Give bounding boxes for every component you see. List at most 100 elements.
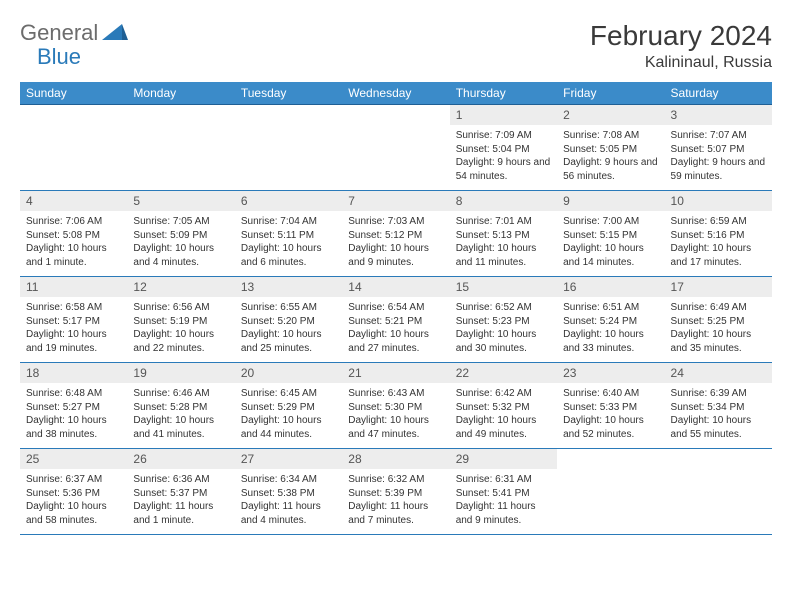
day-details: Sunrise: 6:43 AMSunset: 5:30 PMDaylight:…	[342, 383, 449, 443]
day-number: 2	[557, 105, 664, 125]
calendar-day-cell: 23Sunrise: 6:40 AMSunset: 5:33 PMDayligh…	[557, 363, 664, 449]
day-details: Sunrise: 7:00 AMSunset: 5:15 PMDaylight:…	[557, 211, 664, 271]
calendar-day-cell: 13Sunrise: 6:55 AMSunset: 5:20 PMDayligh…	[235, 277, 342, 363]
brand-logo: General	[20, 20, 130, 46]
day-number: 3	[665, 105, 772, 125]
day-number: 8	[450, 191, 557, 211]
calendar-day-cell: 6Sunrise: 7:04 AMSunset: 5:11 PMDaylight…	[235, 191, 342, 277]
day-details: Sunrise: 6:39 AMSunset: 5:34 PMDaylight:…	[665, 383, 772, 443]
day-number: 21	[342, 363, 449, 383]
calendar-week-row: 1Sunrise: 7:09 AMSunset: 5:04 PMDaylight…	[20, 105, 772, 191]
location-label: Kalininaul, Russia	[590, 54, 772, 72]
calendar-day-cell: 3Sunrise: 7:07 AMSunset: 5:07 PMDaylight…	[665, 105, 772, 191]
calendar-day-cell: 15Sunrise: 6:52 AMSunset: 5:23 PMDayligh…	[450, 277, 557, 363]
day-header: Sunday	[20, 82, 127, 105]
day-details: Sunrise: 6:37 AMSunset: 5:36 PMDaylight:…	[20, 469, 127, 529]
day-number: 25	[20, 449, 127, 469]
day-header: Tuesday	[235, 82, 342, 105]
day-number: 14	[342, 277, 449, 297]
calendar-day-cell: 14Sunrise: 6:54 AMSunset: 5:21 PMDayligh…	[342, 277, 449, 363]
day-number: 6	[235, 191, 342, 211]
calendar-day-cell: 27Sunrise: 6:34 AMSunset: 5:38 PMDayligh…	[235, 449, 342, 535]
calendar-day-cell: 29Sunrise: 6:31 AMSunset: 5:41 PMDayligh…	[450, 449, 557, 535]
day-details: Sunrise: 6:49 AMSunset: 5:25 PMDaylight:…	[665, 297, 772, 357]
calendar-day-cell	[557, 449, 664, 535]
day-number: 19	[127, 363, 234, 383]
day-header: Monday	[127, 82, 234, 105]
calendar-day-cell: 4Sunrise: 7:06 AMSunset: 5:08 PMDaylight…	[20, 191, 127, 277]
day-number: 15	[450, 277, 557, 297]
day-header: Thursday	[450, 82, 557, 105]
calendar-day-cell: 26Sunrise: 6:36 AMSunset: 5:37 PMDayligh…	[127, 449, 234, 535]
calendar-day-cell: 16Sunrise: 6:51 AMSunset: 5:24 PMDayligh…	[557, 277, 664, 363]
day-details: Sunrise: 7:06 AMSunset: 5:08 PMDaylight:…	[20, 211, 127, 271]
day-number: 9	[557, 191, 664, 211]
day-details: Sunrise: 6:34 AMSunset: 5:38 PMDaylight:…	[235, 469, 342, 529]
calendar-day-cell: 24Sunrise: 6:39 AMSunset: 5:34 PMDayligh…	[665, 363, 772, 449]
header: General February 2024 Kalininaul, Russia	[20, 20, 772, 72]
calendar-week-row: 11Sunrise: 6:58 AMSunset: 5:17 PMDayligh…	[20, 277, 772, 363]
day-number: 17	[665, 277, 772, 297]
day-details: Sunrise: 6:48 AMSunset: 5:27 PMDaylight:…	[20, 383, 127, 443]
calendar-day-cell	[665, 449, 772, 535]
day-details: Sunrise: 7:09 AMSunset: 5:04 PMDaylight:…	[450, 125, 557, 185]
day-header: Wednesday	[342, 82, 449, 105]
day-number: 29	[450, 449, 557, 469]
brand-triangle-icon	[102, 22, 128, 45]
day-details: Sunrise: 6:59 AMSunset: 5:16 PMDaylight:…	[665, 211, 772, 271]
day-details: Sunrise: 6:45 AMSunset: 5:29 PMDaylight:…	[235, 383, 342, 443]
calendar-day-cell: 1Sunrise: 7:09 AMSunset: 5:04 PMDaylight…	[450, 105, 557, 191]
calendar-week-row: 4Sunrise: 7:06 AMSunset: 5:08 PMDaylight…	[20, 191, 772, 277]
calendar-day-cell: 5Sunrise: 7:05 AMSunset: 5:09 PMDaylight…	[127, 191, 234, 277]
day-details: Sunrise: 6:40 AMSunset: 5:33 PMDaylight:…	[557, 383, 664, 443]
day-details: Sunrise: 7:04 AMSunset: 5:11 PMDaylight:…	[235, 211, 342, 271]
calendar-day-cell: 11Sunrise: 6:58 AMSunset: 5:17 PMDayligh…	[20, 277, 127, 363]
brand-text-left: General	[20, 20, 98, 46]
day-number: 24	[665, 363, 772, 383]
day-details: Sunrise: 6:32 AMSunset: 5:39 PMDaylight:…	[342, 469, 449, 529]
calendar-day-cell: 25Sunrise: 6:37 AMSunset: 5:36 PMDayligh…	[20, 449, 127, 535]
calendar-day-cell: 17Sunrise: 6:49 AMSunset: 5:25 PMDayligh…	[665, 277, 772, 363]
day-details: Sunrise: 7:07 AMSunset: 5:07 PMDaylight:…	[665, 125, 772, 185]
day-details: Sunrise: 6:42 AMSunset: 5:32 PMDaylight:…	[450, 383, 557, 443]
day-number: 18	[20, 363, 127, 383]
day-header: Saturday	[665, 82, 772, 105]
brand-text-right-wrap: Blue	[37, 44, 81, 70]
calendar-day-cell: 7Sunrise: 7:03 AMSunset: 5:12 PMDaylight…	[342, 191, 449, 277]
calendar-day-cell: 2Sunrise: 7:08 AMSunset: 5:05 PMDaylight…	[557, 105, 664, 191]
day-header: Friday	[557, 82, 664, 105]
day-number: 11	[20, 277, 127, 297]
day-details: Sunrise: 6:56 AMSunset: 5:19 PMDaylight:…	[127, 297, 234, 357]
calendar-day-cell: 10Sunrise: 6:59 AMSunset: 5:16 PMDayligh…	[665, 191, 772, 277]
calendar-day-cell: 28Sunrise: 6:32 AMSunset: 5:39 PMDayligh…	[342, 449, 449, 535]
day-details: Sunrise: 7:01 AMSunset: 5:13 PMDaylight:…	[450, 211, 557, 271]
day-details: Sunrise: 6:54 AMSunset: 5:21 PMDaylight:…	[342, 297, 449, 357]
day-number: 28	[342, 449, 449, 469]
calendar-day-cell: 18Sunrise: 6:48 AMSunset: 5:27 PMDayligh…	[20, 363, 127, 449]
day-number: 27	[235, 449, 342, 469]
day-number: 26	[127, 449, 234, 469]
day-details: Sunrise: 6:46 AMSunset: 5:28 PMDaylight:…	[127, 383, 234, 443]
calendar-week-row: 18Sunrise: 6:48 AMSunset: 5:27 PMDayligh…	[20, 363, 772, 449]
calendar-week-row: 25Sunrise: 6:37 AMSunset: 5:36 PMDayligh…	[20, 449, 772, 535]
day-details: Sunrise: 6:55 AMSunset: 5:20 PMDaylight:…	[235, 297, 342, 357]
calendar-day-cell	[127, 105, 234, 191]
day-number: 20	[235, 363, 342, 383]
calendar-table: SundayMondayTuesdayWednesdayThursdayFrid…	[20, 82, 772, 535]
day-number: 7	[342, 191, 449, 211]
calendar-day-cell: 12Sunrise: 6:56 AMSunset: 5:19 PMDayligh…	[127, 277, 234, 363]
calendar-head: SundayMondayTuesdayWednesdayThursdayFrid…	[20, 82, 772, 105]
calendar-day-cell: 8Sunrise: 7:01 AMSunset: 5:13 PMDaylight…	[450, 191, 557, 277]
day-number: 12	[127, 277, 234, 297]
day-number: 4	[20, 191, 127, 211]
day-number: 23	[557, 363, 664, 383]
day-details: Sunrise: 6:52 AMSunset: 5:23 PMDaylight:…	[450, 297, 557, 357]
day-details: Sunrise: 6:36 AMSunset: 5:37 PMDaylight:…	[127, 469, 234, 529]
calendar-day-cell: 20Sunrise: 6:45 AMSunset: 5:29 PMDayligh…	[235, 363, 342, 449]
calendar-day-cell: 21Sunrise: 6:43 AMSunset: 5:30 PMDayligh…	[342, 363, 449, 449]
day-details: Sunrise: 6:31 AMSunset: 5:41 PMDaylight:…	[450, 469, 557, 529]
day-details: Sunrise: 6:58 AMSunset: 5:17 PMDaylight:…	[20, 297, 127, 357]
day-number: 1	[450, 105, 557, 125]
day-details: Sunrise: 6:51 AMSunset: 5:24 PMDaylight:…	[557, 297, 664, 357]
calendar-body: 1Sunrise: 7:09 AMSunset: 5:04 PMDaylight…	[20, 105, 772, 535]
